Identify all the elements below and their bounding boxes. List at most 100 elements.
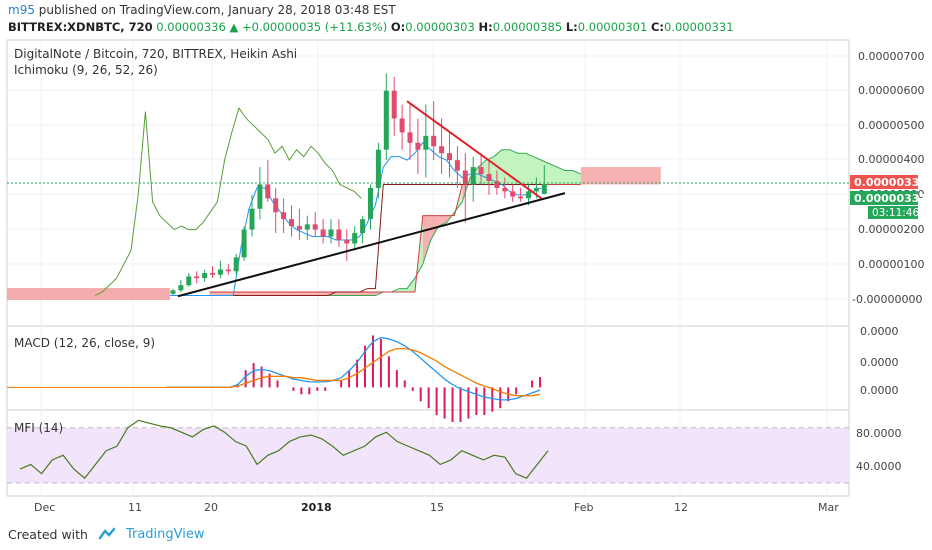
author-link[interactable]: m95 xyxy=(8,3,35,17)
candle-body xyxy=(217,269,223,275)
high-value: 0.00000385 xyxy=(492,20,563,34)
cloud-segment xyxy=(351,292,360,296)
macd-title: MACD (12, 26, close, 9) xyxy=(14,336,155,350)
candle-body xyxy=(368,187,373,220)
mfi-plot xyxy=(7,419,849,484)
cloud-segment xyxy=(296,292,305,296)
low-value: 0.00000301 xyxy=(577,20,648,34)
close-price-badge-text: 0.00000331 xyxy=(854,192,927,205)
ohlc-line: BITTREX:XDNBTC, 720 0.00000336 ▲ +0.0000… xyxy=(8,20,734,34)
cloud-segment xyxy=(249,292,257,296)
candle-body xyxy=(399,118,405,133)
candle-body xyxy=(202,272,208,279)
low-label: L: xyxy=(565,20,578,34)
candle-body xyxy=(210,272,215,275)
tradingview-brand[interactable]: TradingView xyxy=(125,527,205,542)
time-tick: Feb xyxy=(574,501,593,514)
cloud-segment xyxy=(304,292,313,296)
cloud-segment xyxy=(557,167,565,185)
candle-body xyxy=(233,257,239,272)
candle-body xyxy=(304,224,310,230)
candle-body xyxy=(241,229,247,258)
candle-body xyxy=(225,269,231,272)
cloud-segment xyxy=(422,215,431,265)
time-tick: 11 xyxy=(128,501,142,514)
signal-line xyxy=(166,347,541,397)
candle-body xyxy=(541,184,547,194)
candle-body xyxy=(186,276,192,286)
candle-body xyxy=(431,135,437,147)
open-value: 0.00000303 xyxy=(405,20,475,34)
candle-body xyxy=(178,285,184,291)
candle-body xyxy=(462,170,468,185)
candle-body xyxy=(296,226,302,230)
cloud-segment xyxy=(225,292,234,296)
cloud-segment xyxy=(241,292,249,296)
cloud-segment xyxy=(256,292,265,296)
cloud-segment xyxy=(359,292,368,296)
cloud-segment xyxy=(533,156,542,185)
mfi-line xyxy=(19,419,549,480)
time-tick: 12 xyxy=(674,501,688,514)
cloud-segment xyxy=(312,292,321,296)
time-tick: Dec xyxy=(34,501,55,514)
time-tick: 15 xyxy=(430,501,444,514)
mfi-tick: 40.0000 xyxy=(856,460,902,473)
candle-body xyxy=(533,187,539,192)
trendlines[interactable] xyxy=(177,100,566,298)
time-tick: Mar xyxy=(818,501,839,514)
macd-tick: 0.0000 xyxy=(860,325,899,338)
price-tick: 0.00000400 xyxy=(858,153,924,166)
countdown-badge xyxy=(868,206,918,219)
support-trendline xyxy=(177,192,566,298)
price-tick: 0.00000200 xyxy=(858,223,924,236)
main-title: DigitalNote / Bitcoin, 720, BITTREX, Hei… xyxy=(14,47,297,61)
cloud-segment xyxy=(517,153,526,185)
candle-body xyxy=(289,219,294,227)
candle-body xyxy=(470,167,476,185)
last-price-badge-text: 0.00000336 xyxy=(854,176,927,189)
cloud-segment xyxy=(446,212,455,223)
candle-body xyxy=(407,132,413,143)
cloud-segment xyxy=(549,163,558,185)
candle-body xyxy=(447,153,452,161)
cloud-segment xyxy=(280,292,289,296)
candle-body xyxy=(352,233,358,244)
created-with-label: Created with xyxy=(8,527,88,542)
candle-body xyxy=(518,196,524,199)
cloud-segment xyxy=(272,292,281,296)
footer: Created with TradingView xyxy=(8,526,205,543)
grid xyxy=(7,41,849,496)
time-axis[interactable]: Dec 11 20 2018 15 Feb 12 Mar xyxy=(34,501,839,514)
cloud-segment xyxy=(7,288,170,301)
price-tick: -0.00000000 xyxy=(852,293,922,306)
cloud-segment xyxy=(335,292,344,296)
candle-body xyxy=(281,212,287,220)
candle-body xyxy=(510,191,516,197)
candle-body xyxy=(383,90,389,150)
mfi-title: MFI (14) xyxy=(14,421,63,435)
candle-body xyxy=(320,229,326,237)
cloud-segment xyxy=(580,167,661,185)
candle-body xyxy=(375,149,381,188)
macd-tick: 0.0000 xyxy=(860,384,899,397)
cloud-segment xyxy=(288,292,297,296)
last-price-badge xyxy=(850,175,918,189)
candle-body xyxy=(415,142,421,150)
cloud-segment xyxy=(264,292,273,296)
close-value: 0.00000331 xyxy=(664,20,734,34)
price-tick: 0.00000100 xyxy=(858,258,924,271)
publish-line: m95 published on TradingView.com, Januar… xyxy=(8,3,396,17)
candle-body xyxy=(360,219,366,234)
candle-body xyxy=(454,160,460,171)
cloud-segment xyxy=(501,149,510,185)
cloud-segment xyxy=(233,292,242,296)
candle-body xyxy=(502,187,508,192)
countdown-badge-text: 03:11:46 xyxy=(872,207,919,219)
resistance-trendline xyxy=(406,100,542,200)
candle-body xyxy=(312,224,318,230)
cloud-segment xyxy=(209,292,218,296)
cloud-segment xyxy=(320,292,328,296)
candle-body xyxy=(494,180,500,188)
